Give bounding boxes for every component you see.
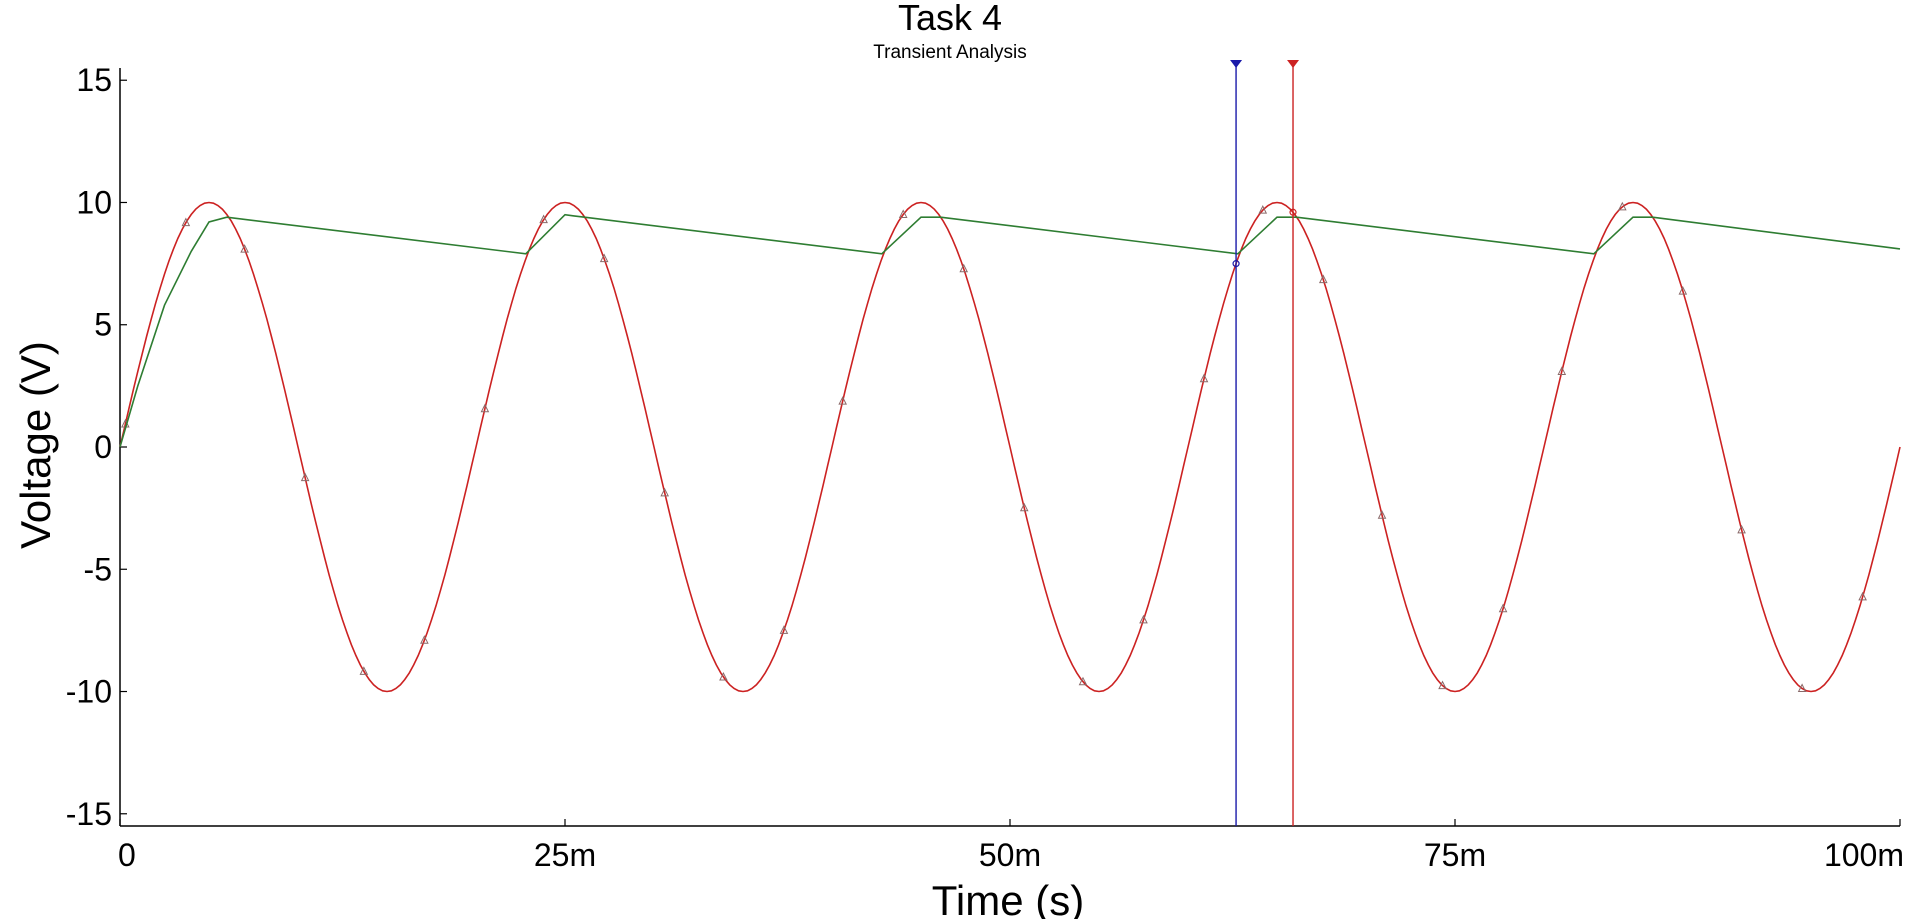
series-point-marker xyxy=(420,635,429,644)
y-tick-label: -10 xyxy=(66,674,112,710)
series-point-marker xyxy=(1797,683,1807,693)
y-tick-label: 15 xyxy=(76,62,112,98)
series-point-marker xyxy=(779,625,789,634)
cursor-intersection-marker xyxy=(1232,260,1240,268)
series-point-marker xyxy=(660,487,669,497)
series-point-marker xyxy=(240,244,249,253)
series-point-marker xyxy=(1618,201,1627,211)
series-point-marker xyxy=(1557,366,1567,375)
x-tick-label: 25m xyxy=(534,837,596,873)
cursor-handle-icon xyxy=(1230,60,1243,68)
series-point-marker xyxy=(1139,614,1148,624)
series-point-marker xyxy=(181,217,191,227)
y-tick-label: 0 xyxy=(94,429,112,465)
series-point-marker xyxy=(1498,603,1508,613)
x-tick-label: 100m xyxy=(1824,837,1904,873)
series-point-marker xyxy=(480,403,490,413)
series-line-input xyxy=(119,201,1901,693)
series-point-marker xyxy=(838,396,847,405)
series-point-marker xyxy=(1438,680,1447,690)
y-tick-label: -15 xyxy=(66,796,112,832)
x-tick-label: 75m xyxy=(1424,837,1486,873)
y-tick-label: -5 xyxy=(84,551,112,587)
series-point-marker xyxy=(539,214,548,224)
x-tick-label: 0 xyxy=(118,837,136,873)
y-tick-label: 5 xyxy=(94,307,112,343)
series-point-marker xyxy=(1258,205,1268,214)
series-point-marker xyxy=(1019,502,1029,512)
series-point-marker xyxy=(1737,524,1746,534)
series-point-marker xyxy=(719,671,728,681)
series-point-marker xyxy=(1318,274,1328,284)
y-axis-label: Voltage (V) xyxy=(12,341,59,549)
y-tick-label: 10 xyxy=(76,184,112,220)
series-line-output xyxy=(119,213,1901,448)
series-point-marker xyxy=(359,666,369,675)
x-tick-label: 50m xyxy=(979,837,1041,873)
series-point-marker xyxy=(599,253,609,263)
cursor-intersection-marker xyxy=(1289,208,1297,216)
x-axis-label: Time (s) xyxy=(932,877,1084,919)
cursor-handle-icon xyxy=(1287,60,1300,68)
series-point-marker xyxy=(1199,373,1209,383)
series-point-marker xyxy=(1377,510,1387,519)
series-point-marker xyxy=(898,209,908,218)
series-point-marker xyxy=(1678,286,1688,295)
chart-subtitle: Transient Analysis xyxy=(873,42,1026,63)
series-point-marker xyxy=(300,472,310,482)
chart-title: Task 4 xyxy=(898,0,1002,38)
series-point-marker xyxy=(1858,591,1867,601)
series-point-marker xyxy=(1078,676,1088,686)
series-point-marker xyxy=(959,263,969,273)
